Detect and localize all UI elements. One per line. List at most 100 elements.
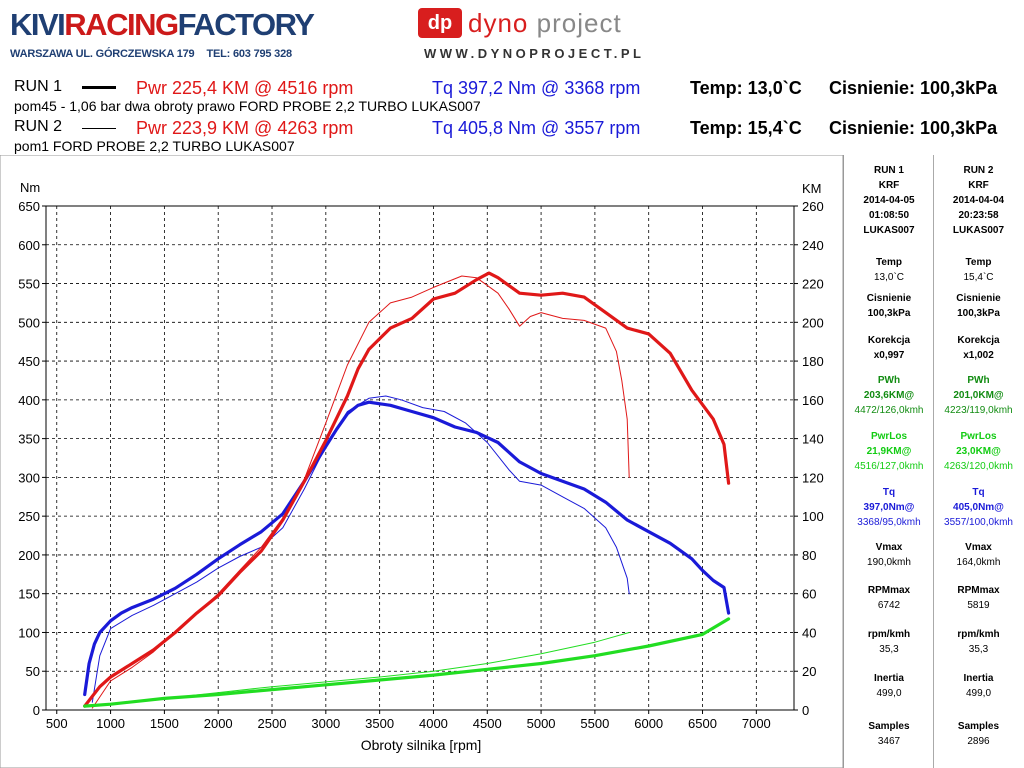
detail-block: PWh 203,6KM@ 4472/126,0kmh: [844, 373, 934, 418]
run-2-pressure-label: Cisnienie: [956, 293, 1001, 304]
run-1-temp-value: 13,0`C: [873, 272, 904, 283]
run-1-description: pom45 - 1,06 bar dwa obroty prawo FORD P…: [14, 98, 481, 114]
x-tick-label: 5000: [527, 716, 556, 731]
y-left-tick-label: 350: [18, 432, 40, 447]
run-2-pressure: Cisnienie: 100,3kPa: [829, 118, 998, 138]
run-2-run: RUN 2: [963, 165, 994, 176]
run-2-tq-at: 3557/100,0kmh: [944, 517, 1013, 528]
run-1-pressure-value: 100,3kPa: [867, 308, 911, 319]
run-2-temp-value: 15,4`C: [963, 272, 994, 283]
run-1-inertia-value: 499,0: [876, 688, 902, 699]
detail-block: RUN 1 KRF 2014-04-05 01:08:50 LUKAS007: [844, 163, 934, 238]
detail-block: Temp 13,0`C: [844, 255, 934, 285]
run-1-power: Pwr 225,4 KM @ 4516 rpm: [136, 78, 354, 98]
run-1-torque: Tq 397,2 Nm @ 3368 rpm: [432, 78, 641, 98]
y-right-tick-label: 140: [802, 432, 824, 447]
run-1-line-style-icon: [82, 86, 116, 89]
y-right-tick-label: 200: [802, 315, 824, 330]
run-2-rpmmax-label: RPMmax: [957, 585, 1000, 596]
run-1-user: LUKAS007: [863, 225, 915, 236]
run-1-pressure-label: Cisnienie: [866, 293, 912, 304]
run-1-summary: RUN 1 Pwr 225,4 KM @ 4516 rpm Tq 397,2 N…: [14, 78, 1020, 98]
dyno-chart: 500 1000 1500 2000 2500 3000 3500 4000 4500 5000 5…: [0, 155, 843, 768]
run-2-line-style-icon: [82, 128, 116, 129]
run-2-inertia-label: Inertia: [963, 673, 994, 684]
run-2-torque-line: [91, 395, 630, 703]
detail-block: Vmax 164,0kmh: [934, 540, 1023, 570]
run-1-pressure: Cisnienie: 100,3kPa: [829, 78, 998, 98]
detail-block: rpm/kmh 35,3: [934, 627, 1023, 657]
x-tick-label: 1000: [96, 716, 125, 731]
y-left-tick-label: 550: [18, 277, 40, 292]
run-2-pwrlos-label: PwrLos: [960, 431, 997, 442]
y-right-tick-label: 120: [802, 470, 824, 485]
run-1-pwrlos-value: 21,9KM@: [866, 446, 912, 457]
detail-block: Inertia 499,0: [844, 671, 934, 701]
run-2-pwh-value: 201,0KM@: [953, 390, 1004, 401]
detail-block: Tq 397,0Nm@ 3368/95,0kmh: [844, 485, 934, 530]
x-tick-label: 4500: [473, 716, 502, 731]
run-2-details-column: RUN 2 KRF 2014-04-04 20:23:58 LUKAS007 Temp 15…: [933, 155, 1023, 768]
run-2-pwh-at: 4223/119,0kmh: [944, 405, 1013, 416]
y-right-tick-label: 40: [802, 625, 816, 640]
run-2-tq-value: 405,0Nm@: [953, 502, 1004, 513]
detail-block: RUN 2 KRF 2014-04-04 20:23:58 LUKAS007: [934, 163, 1023, 238]
run-1-tq-label: Tq: [882, 487, 896, 498]
detail-block: Temp 15,4`C: [934, 255, 1023, 285]
run-1-rpmmax-label: RPMmax: [867, 585, 911, 596]
y-right-tick-label: 240: [802, 238, 824, 253]
y-left-tick-label: 100: [18, 625, 40, 640]
y-left-tick-label: 400: [18, 393, 40, 408]
run-1-vmax-label: Vmax: [875, 542, 903, 553]
run-1-tq-value: 397,0Nm@: [863, 502, 915, 513]
x-axis-title: Obroty silnika [rpm]: [361, 737, 482, 753]
detail-block: Inertia 499,0: [934, 671, 1023, 701]
dyno-project-logo: dp dyno project WWW.DYNOPROJECT.PL: [416, 6, 652, 66]
run-2-vmax-label: Vmax: [965, 542, 992, 553]
y-left-tick-label: 150: [18, 587, 40, 602]
y-left-tick-label: 500: [18, 315, 40, 330]
y-right-tick-label: 220: [802, 277, 824, 292]
dyno-project-url[interactable]: WWW.DYNOPROJECT.PL: [424, 46, 645, 61]
x-tick-label: 7000: [742, 716, 771, 731]
run-details-panel: RUN 1 KRF 2014-04-05 01:08:50 LUKAS007 Temp 13…: [843, 155, 1024, 768]
run-2-samples-label: Samples: [957, 721, 1000, 732]
y-right-tick-label: 80: [802, 548, 816, 563]
run-2-user: LUKAS007: [952, 225, 1005, 236]
x-tick-label: 6500: [688, 716, 717, 731]
run-2-code: KRF: [968, 180, 989, 191]
run-2-pressure-value: 100,3kPa: [957, 308, 1000, 319]
run-1-rpmkmh-label: rpm/kmh: [867, 629, 911, 640]
y-left-tick-label: 300: [18, 470, 40, 485]
run-2-torque: Tq 405,8 Nm @ 3557 rpm: [432, 118, 641, 138]
run-1-vmax-value: 190,0kmh: [867, 557, 911, 568]
run-2-pwrlos-at: 4263/120,0kmh: [944, 461, 1013, 472]
run-2-samples-value: 2896: [967, 736, 990, 747]
run-1-pwrlos-label: PwrLos: [870, 431, 908, 442]
run-2-tq-label: Tq: [972, 487, 985, 498]
run-1-tq-at: 3368/95,0kmh: [857, 517, 921, 528]
run-1-inertia-label: Inertia: [873, 673, 904, 684]
detail-block: Cisnienie 100,3kPa: [844, 291, 934, 321]
run-1-time: 01:08:50: [868, 210, 910, 221]
y-left-tick-label: 50: [26, 664, 40, 679]
run-2-power: Pwr 223,9 KM @ 4263 rpm: [136, 118, 354, 138]
run-2-rpmkmh-value: 35,3: [968, 644, 989, 655]
y-right-tick-label: 260: [802, 199, 824, 214]
run-1-details-column: RUN 1 KRF 2014-04-05 01:08:50 LUKAS007 Temp 13…: [844, 155, 934, 768]
x-tick-label: 6000: [634, 716, 663, 731]
x-tick-label: 1500: [150, 716, 179, 731]
dp-badge-icon: dp: [418, 8, 462, 38]
run-2-summary: RUN 2 Pwr 223,9 KM @ 4263 rpm Tq 405,8 N…: [14, 118, 1020, 138]
detail-block: rpm/kmh 35,3: [844, 627, 934, 657]
chart-border: [0, 155, 843, 768]
detail-block: Cisnienie 100,3kPa: [934, 291, 1023, 321]
y-right-tick-label: 180: [802, 354, 824, 369]
y-left-tick-label: 250: [18, 509, 40, 524]
x-tick-label: 3000: [311, 716, 340, 731]
run-1-pwrlos-at: 4516/127,0kmh: [854, 461, 924, 472]
run-1-losses-line: [83, 617, 731, 708]
run-2-temp-label: Temp: [965, 257, 992, 268]
x-tick-label: 3500: [365, 716, 394, 731]
run-1-code: KRF: [878, 180, 900, 191]
